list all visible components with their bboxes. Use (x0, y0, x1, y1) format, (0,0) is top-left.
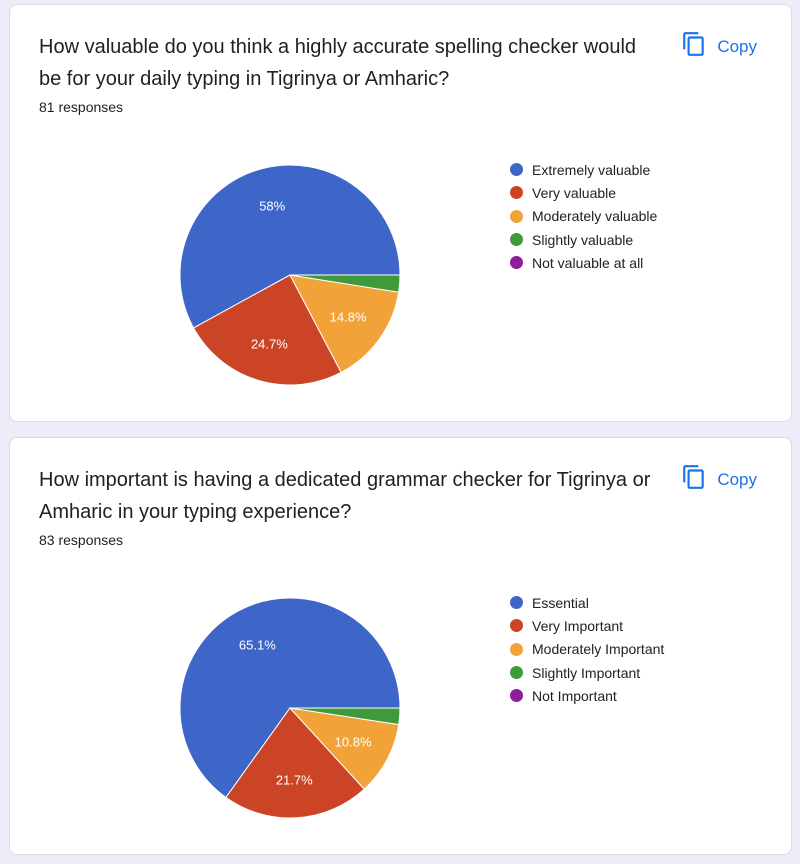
pie-slice-essential (179, 597, 401, 799)
question-card-spelling: How valuable do you think a highly accur… (9, 4, 792, 422)
legend-label: Extremely valuable (532, 161, 651, 178)
legend-swatch (510, 209, 523, 223)
legend-label: Not valuable at all (532, 254, 644, 271)
legend-label: Very Important (532, 617, 624, 634)
legend-item-not-important: Not Important (510, 684, 664, 707)
slice-label-essential: 65.1% (239, 637, 276, 652)
pie-slice-slightly-important (289, 707, 401, 726)
copy-button[interactable]: Copy (679, 27, 759, 66)
pie-chart: 58% 24.7% 14.8% (179, 164, 401, 386)
legend-label: Slightly Important (532, 664, 641, 681)
copy-label: Copy (717, 469, 757, 489)
copy-icon (681, 31, 707, 62)
legend-swatch (510, 596, 523, 610)
pie-slice-very-important (225, 707, 365, 819)
copy-label: Copy (717, 36, 757, 56)
legend-item-very-important: Very Important (510, 614, 664, 637)
legend-swatch (510, 666, 523, 680)
copy-icon (681, 464, 707, 495)
legend-label: Not Important (532, 687, 617, 704)
chart-legend: Essential Very Important Moderately Import… (510, 591, 664, 707)
slice-label-very-valuable: 24.7% (251, 336, 288, 351)
legend-swatch (510, 619, 523, 633)
legend-item-slightly-valuable: Slightly valuable (510, 228, 657, 251)
legend-swatch (510, 689, 523, 703)
legend-label: Slightly valuable (532, 231, 634, 248)
response-count: 81 responses (39, 99, 124, 115)
legend-item-moderately-valuable: Moderately valuable (510, 205, 657, 228)
legend-swatch (510, 163, 523, 177)
legend-item-essential: Essential (510, 591, 664, 614)
slice-label-very-important: 21.7% (276, 772, 313, 787)
question-title: How valuable do you think a highly accur… (39, 36, 637, 90)
pie-slice-slightly-valuable (289, 274, 401, 293)
chart-legend: Extremely valuable Very valuable Moderatel… (510, 158, 657, 274)
slice-label-moderately-important: 10.8% (335, 735, 372, 750)
legend-item-very-valuable: Very valuable (510, 181, 657, 204)
pie-slice-extremely-valuable (179, 164, 401, 329)
question-title: How important is having a dedicated gram… (39, 469, 651, 523)
legend-item-slightly-important: Slightly Important (510, 661, 664, 684)
legend-label: Moderately valuable (532, 208, 658, 225)
legend-swatch (510, 233, 523, 247)
legend-item-not-valuable-at-all: Not valuable at all (510, 251, 657, 274)
legend-item-moderately-important: Moderately Important (510, 638, 664, 661)
legend-item-extremely-valuable: Extremely valuable (510, 158, 657, 181)
question-card-grammar: How important is having a dedicated gram… (9, 437, 792, 855)
legend-label: Essential (532, 594, 589, 611)
legend-label: Very valuable (532, 184, 617, 201)
pie-slice-moderately-important (288, 707, 400, 790)
response-count: 83 responses (39, 532, 124, 548)
slice-label-extremely-valuable: 58% (259, 199, 285, 214)
legend-swatch (510, 256, 523, 270)
copy-button[interactable]: Copy (679, 460, 759, 499)
legend-swatch (510, 186, 523, 200)
legend-label: Moderately Important (532, 641, 665, 658)
pie-slice-moderately-valuable (289, 274, 400, 374)
slice-label-moderately-valuable: 14.8% (330, 310, 367, 325)
pie-chart: 65.1% 21.7% 10.8% (179, 597, 401, 819)
legend-swatch (510, 642, 523, 656)
